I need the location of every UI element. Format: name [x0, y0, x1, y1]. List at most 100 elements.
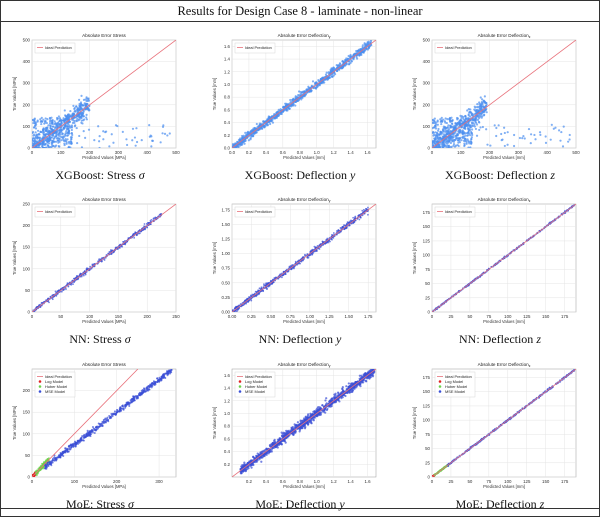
data-point	[445, 117, 447, 119]
data-point	[361, 210, 363, 212]
data-point	[90, 431, 92, 433]
data-point	[69, 110, 71, 112]
data-point	[80, 107, 82, 109]
data-point	[108, 145, 110, 147]
y-tick-label: 0.8	[224, 95, 231, 100]
data-point	[88, 129, 90, 131]
data-point	[441, 119, 443, 121]
data-point	[63, 143, 65, 145]
data-point	[364, 50, 366, 52]
legend: Ideal Prediction	[35, 43, 75, 53]
data-point	[343, 224, 345, 226]
data-point	[95, 428, 97, 430]
data-point	[484, 101, 486, 103]
data-point	[113, 413, 115, 415]
data-point	[144, 223, 146, 225]
data-point	[45, 466, 47, 468]
data-point	[166, 370, 168, 372]
data-point	[481, 98, 483, 100]
data-point	[35, 146, 37, 148]
data-point	[554, 127, 556, 129]
data-point	[456, 134, 458, 136]
data-point	[99, 135, 101, 137]
data-point	[464, 140, 466, 142]
data-point	[550, 139, 552, 141]
data-point	[479, 126, 481, 128]
data-point	[31, 119, 33, 121]
data-point	[539, 131, 541, 133]
data-point	[370, 39, 372, 41]
data-point	[126, 144, 128, 146]
data-point	[482, 111, 484, 113]
caption-text: NN: Deflection	[459, 332, 536, 346]
data-point	[100, 424, 102, 426]
y-tick-label: 100	[23, 124, 31, 129]
chart-caption: XGBoost: Deflection z	[400, 168, 600, 183]
data-point	[46, 127, 48, 129]
data-point	[150, 219, 152, 221]
data-point	[146, 388, 148, 390]
data-point	[55, 290, 57, 292]
data-point	[462, 118, 464, 120]
data-point	[70, 443, 72, 445]
data-point	[291, 268, 293, 270]
y-tick-label: 0.75	[221, 266, 230, 271]
data-point	[269, 120, 271, 122]
data-point	[297, 100, 299, 102]
data-point	[459, 137, 461, 139]
y-tick-label: 0.4	[224, 120, 231, 125]
data-point	[433, 132, 435, 134]
data-point	[89, 266, 91, 268]
data-point	[72, 283, 74, 285]
data-point	[62, 133, 64, 135]
data-point	[476, 135, 478, 137]
data-point	[59, 123, 61, 125]
data-point	[153, 218, 155, 220]
data-point	[344, 59, 346, 61]
data-point	[121, 246, 123, 248]
data-point	[80, 116, 82, 118]
x-tick-label: 1.6	[364, 150, 371, 155]
data-point	[435, 134, 437, 136]
y-tick-label: 150	[23, 410, 31, 415]
chart-caption: NN: Stress σ	[0, 332, 200, 347]
data-point	[457, 122, 459, 124]
data-point	[288, 107, 290, 109]
data-point	[103, 419, 105, 421]
data-point	[439, 137, 441, 139]
data-point	[441, 117, 443, 119]
x-tick-label: 50	[58, 314, 63, 319]
data-point	[539, 134, 541, 136]
data-point	[57, 117, 59, 119]
data-point	[234, 143, 236, 145]
data-point	[103, 422, 105, 424]
chart-title-subscript: y	[329, 199, 331, 203]
data-point	[39, 131, 41, 133]
data-point	[114, 410, 116, 412]
x-tick-label: 500	[572, 150, 580, 155]
data-point	[323, 81, 325, 83]
data-point	[64, 109, 66, 111]
y-tick-label: 50	[25, 288, 30, 293]
data-point	[62, 451, 64, 453]
data-point	[433, 120, 435, 122]
x-tick-label: 1.25	[325, 314, 334, 319]
data-point	[350, 60, 352, 62]
x-tick-label: 300	[155, 479, 163, 484]
y-tick-label: 400	[423, 59, 431, 64]
data-point	[147, 386, 149, 388]
data-point	[160, 141, 162, 143]
data-point	[84, 102, 86, 104]
data-point	[534, 138, 536, 140]
data-point	[435, 125, 437, 127]
data-point	[76, 127, 78, 129]
data-point	[104, 259, 106, 261]
data-point	[365, 208, 367, 210]
data-point	[82, 119, 84, 121]
data-point	[130, 399, 132, 401]
data-point	[501, 139, 503, 141]
data-point	[75, 442, 77, 444]
